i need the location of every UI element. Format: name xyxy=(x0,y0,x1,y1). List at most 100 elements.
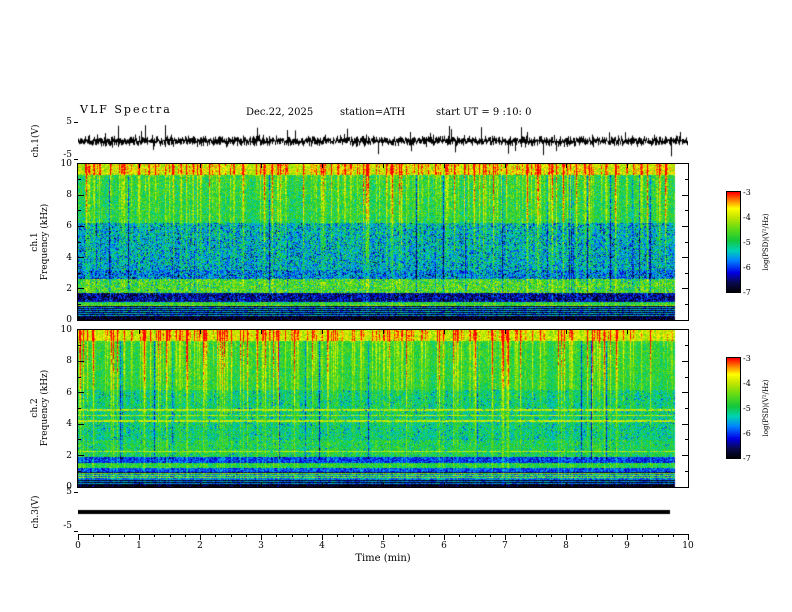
freq-major-tick xyxy=(78,423,84,425)
spec-x-tick xyxy=(566,330,567,334)
spec-x-tick xyxy=(200,316,201,320)
spec-x-tick xyxy=(627,316,628,320)
spec-x-tick xyxy=(444,483,445,487)
x-axis-minor-tick xyxy=(276,534,278,537)
wave-ytick-mark xyxy=(74,159,78,160)
x-axis-minor-tick xyxy=(489,534,491,537)
x-axis-minor-tick xyxy=(108,534,110,537)
colorbar-tick-label: -3 xyxy=(743,354,751,363)
x-axis-minor-tick xyxy=(215,534,217,537)
colorbar-tick-label: -4 xyxy=(743,213,751,222)
freq-major-tick xyxy=(78,194,84,196)
freq-tick-label: 2 xyxy=(66,450,72,461)
spec-x-tick xyxy=(200,330,201,334)
freq-tick-label: 6 xyxy=(66,221,72,232)
x-axis-tick-label: 5 xyxy=(380,541,386,551)
freq-major-tick xyxy=(78,225,84,227)
x-axis-tick-label: 6 xyxy=(441,541,447,551)
x-axis-minor-tick xyxy=(230,534,232,537)
ch1-spectrogram xyxy=(77,163,689,321)
x-axis-minor-tick xyxy=(413,534,415,537)
spec-x-tick xyxy=(322,330,323,334)
x-axis-minor-tick xyxy=(398,534,400,537)
x-axis-minor-tick xyxy=(428,534,430,537)
freq-minor-tick xyxy=(78,345,81,347)
freq-major-tick xyxy=(78,288,84,290)
x-axis-major-tick xyxy=(688,534,689,540)
x-axis-minor-tick xyxy=(596,534,598,537)
start-ut-label: start UT = 9 :10: 0 xyxy=(436,107,532,118)
x-axis-title: Time (min) xyxy=(355,553,411,564)
spec-x-tick xyxy=(444,330,445,334)
ch3-waveform-plot xyxy=(78,492,688,532)
ch3-voltage-axis-label: ch.3(V) xyxy=(31,495,41,529)
freq-minor-tick xyxy=(685,470,688,472)
freq-minor-tick xyxy=(78,241,81,243)
ch1-ytick-pos5: 5 xyxy=(66,117,72,127)
spec-x-tick xyxy=(139,483,140,487)
freq-minor-tick xyxy=(685,439,688,441)
x-axis-minor-tick xyxy=(245,534,247,537)
freq-tick-label: 4 xyxy=(66,252,72,263)
x-axis-major-tick xyxy=(383,534,384,540)
spec-x-tick xyxy=(627,330,628,334)
x-axis-minor-tick xyxy=(672,534,674,537)
freq-major-tick xyxy=(682,194,688,196)
spec-x-tick xyxy=(383,330,384,334)
x-axis-tick-label: 8 xyxy=(563,541,569,551)
freq-minor-tick xyxy=(78,303,81,305)
axis-label-line: ch.2 xyxy=(30,398,40,418)
freq-tick-label: 8 xyxy=(66,190,72,201)
colorbar-tick-label: -5 xyxy=(743,238,751,247)
freq-minor-tick xyxy=(685,408,688,409)
x-axis-tick-label: 7 xyxy=(502,541,508,551)
freq-major-tick xyxy=(682,455,688,457)
spec-x-tick xyxy=(261,483,262,487)
x-axis-minor-tick xyxy=(291,534,293,537)
freq-major-tick xyxy=(78,392,84,394)
freq-minor-tick xyxy=(685,376,688,378)
spec-x-tick xyxy=(566,483,567,487)
ch1-ytick-neg5: -5 xyxy=(63,150,72,160)
spec-x-tick xyxy=(505,164,506,168)
x-axis-minor-tick xyxy=(657,534,659,537)
wave-ytick-mark xyxy=(74,122,78,123)
x-axis-minor-tick xyxy=(123,534,125,537)
freq-tick-label: 2 xyxy=(66,283,72,294)
colorbar-gradient-ch1 xyxy=(726,191,741,293)
freq-major-tick xyxy=(682,392,688,394)
x-axis-minor-tick xyxy=(611,534,613,537)
freq-tick-label: 10 xyxy=(60,325,72,335)
freq-major-tick xyxy=(78,257,84,259)
freq-major-tick xyxy=(682,360,688,362)
colorbar-unit-label-ch2: log(PSD)(V²/Hz) xyxy=(762,379,770,437)
wave-ytick-mark xyxy=(74,531,78,532)
spec-x-tick xyxy=(139,164,140,168)
freq-minor-tick xyxy=(685,345,688,347)
spec-x-tick xyxy=(261,164,262,168)
freq-minor-tick xyxy=(78,376,81,378)
spec-x-tick xyxy=(383,316,384,320)
x-axis-major-tick xyxy=(505,534,506,540)
x-axis-tick-label: 3 xyxy=(258,541,264,551)
freq-minor-tick xyxy=(685,179,688,181)
colorbar-tick-label: -7 xyxy=(743,288,751,297)
x-axis-major-tick xyxy=(261,534,262,540)
x-axis-tick-label: 2 xyxy=(197,541,203,551)
freq-major-tick xyxy=(78,360,84,362)
freq-minor-tick xyxy=(685,210,688,212)
x-axis-major-tick xyxy=(78,534,79,540)
x-axis-major-tick xyxy=(627,534,628,540)
spec-x-tick xyxy=(627,164,628,168)
x-axis-minor-tick xyxy=(337,534,339,537)
colorbar-tick-label: -7 xyxy=(743,454,751,463)
x-axis-minor-tick xyxy=(642,534,644,537)
x-axis-minor-tick xyxy=(367,534,369,537)
ch1-voltage-axis-label: ch.1(V) xyxy=(31,124,41,158)
spec-x-tick xyxy=(139,330,140,334)
x-axis-major-tick xyxy=(139,534,140,540)
x-axis-tick-label: 1 xyxy=(136,541,142,551)
freq-major-tick xyxy=(682,288,688,290)
freq-tick-label: 0 xyxy=(66,315,72,325)
